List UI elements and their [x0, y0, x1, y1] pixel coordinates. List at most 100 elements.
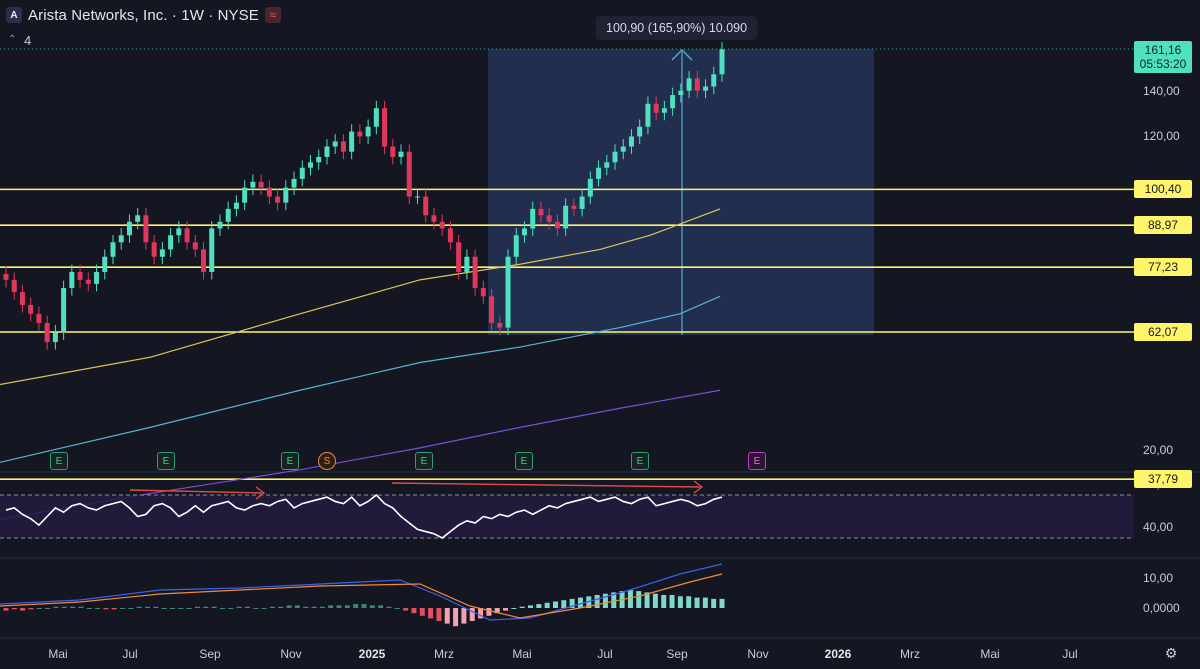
- earnings-event-icon[interactable]: E: [415, 452, 433, 470]
- candle-body: [192, 242, 198, 250]
- level-tag: 77,23: [1134, 258, 1192, 277]
- macd-histogram-bar: [161, 608, 167, 609]
- candle-body: [719, 49, 725, 75]
- earnings-event-icon[interactable]: E: [157, 452, 175, 470]
- candle-body: [554, 221, 560, 229]
- market-status-icon[interactable]: ≈: [264, 7, 281, 23]
- candle-body: [291, 178, 297, 188]
- macd-histogram-bar: [228, 608, 234, 609]
- macd-histogram-bar: [636, 591, 642, 608]
- macd-histogram-bar: [494, 608, 500, 614]
- candle-body: [406, 151, 412, 197]
- candle-body: [596, 167, 602, 179]
- candle-body: [61, 287, 67, 333]
- macd-histogram-bar: [36, 608, 42, 609]
- macd-histogram-bar: [86, 608, 92, 609]
- rsi-divergence-line-1: [129, 489, 263, 494]
- measure-label: 100,90 (165,90%) 10.090: [596, 16, 758, 40]
- time-axis-label: Jul: [122, 647, 138, 661]
- macd-histogram-bar: [369, 605, 375, 608]
- candle-body: [159, 249, 165, 257]
- earnings-event-icon[interactable]: E: [50, 452, 68, 470]
- last-price-tag: 161,16 05:53:20: [1134, 41, 1192, 73]
- macd-histogram-bar: [311, 606, 317, 608]
- macd-histogram-bar: [303, 606, 309, 608]
- candle-body: [250, 181, 256, 188]
- macd-histogram-bar: [153, 606, 159, 608]
- candle-body: [620, 146, 626, 152]
- time-axis-label: Sep: [199, 647, 221, 661]
- time-axis-label: 2025: [358, 647, 386, 661]
- rsi-divergence-line-2: [391, 482, 701, 488]
- candle-body: [19, 292, 25, 305]
- macd-line: [0, 563, 723, 621]
- time-axis-label: 2026: [824, 647, 852, 661]
- rsi-divergence-arrow-2: [693, 480, 704, 494]
- candle-body: [52, 332, 58, 343]
- earnings-event-icon[interactable]: E: [515, 452, 533, 470]
- macd-histogram-bar: [294, 605, 300, 608]
- candle-body: [703, 86, 709, 91]
- candle-body: [332, 141, 338, 147]
- macd-histogram-bar: [336, 605, 342, 608]
- candle-body: [538, 208, 544, 216]
- earnings-event-icon[interactable]: E: [281, 452, 299, 470]
- candle-body: [489, 296, 495, 323]
- macd-histogram-bar: [444, 608, 450, 624]
- split-event-icon[interactable]: S: [318, 452, 336, 470]
- candle-body: [308, 162, 314, 168]
- macd-histogram-bar: [394, 608, 400, 609]
- macd-histogram-bar: [211, 606, 217, 608]
- candle-body: [505, 256, 511, 328]
- candle-body: [184, 228, 190, 243]
- macd-histogram-bar: [386, 606, 392, 608]
- macd-histogram-bar: [694, 597, 700, 608]
- candle-body: [637, 126, 643, 137]
- macd-histogram-bar: [552, 601, 558, 608]
- macd-histogram-bar: [170, 608, 176, 609]
- macd-histogram-bar: [61, 606, 67, 608]
- candle-body: [225, 208, 231, 222]
- macd-histogram-bar: [569, 598, 575, 608]
- macd-histogram-bar: [519, 606, 525, 608]
- candle-body: [242, 187, 248, 203]
- earnings-event-icon[interactable]: E: [631, 452, 649, 470]
- candle-body: [266, 187, 272, 197]
- macd-histogram-bar: [419, 608, 425, 616]
- candle-body: [143, 215, 149, 243]
- gear-icon[interactable]: ⚙: [1164, 645, 1178, 661]
- macd-histogram-bar: [711, 598, 717, 608]
- candle-body: [126, 221, 132, 236]
- macd-histogram-bar: [478, 608, 484, 619]
- candle-body: [587, 178, 593, 197]
- candle-body: [546, 215, 552, 222]
- macd-histogram-bar: [719, 598, 725, 608]
- candle-body: [398, 151, 404, 157]
- candle-body: [447, 228, 453, 243]
- candle-body: [118, 235, 124, 243]
- indicators-toggle[interactable]: ⌃ 4: [8, 31, 31, 49]
- earnings-event-icon[interactable]: E: [748, 452, 766, 470]
- candle-body: [324, 146, 330, 157]
- macd-histogram-bar: [378, 605, 384, 608]
- candle-body: [135, 215, 141, 222]
- time-axis-label: Mai: [980, 647, 1000, 661]
- time-axis-label: Sep: [666, 647, 688, 661]
- company-logo-icon: A: [6, 7, 22, 23]
- symbol-header[interactable]: A Arista Networks, Inc. · 1W · NYSE ≈: [6, 4, 281, 26]
- symbol-title[interactable]: Arista Networks, Inc. · 1W · NYSE: [28, 6, 259, 24]
- macd-histogram-bar: [203, 606, 209, 608]
- macd-histogram-bar: [503, 608, 509, 611]
- macd-histogram-bar: [261, 608, 267, 609]
- macd-histogram-bar: [286, 605, 292, 608]
- candle-body: [357, 131, 363, 137]
- candle-body: [604, 162, 610, 168]
- candle-body: [28, 304, 34, 314]
- level-tag: 62,07: [1134, 323, 1192, 341]
- candle-body: [85, 279, 91, 284]
- ma-long-line: [0, 389, 721, 520]
- macd-axis-label: 0,0000: [1143, 601, 1180, 615]
- candle-body: [69, 271, 75, 288]
